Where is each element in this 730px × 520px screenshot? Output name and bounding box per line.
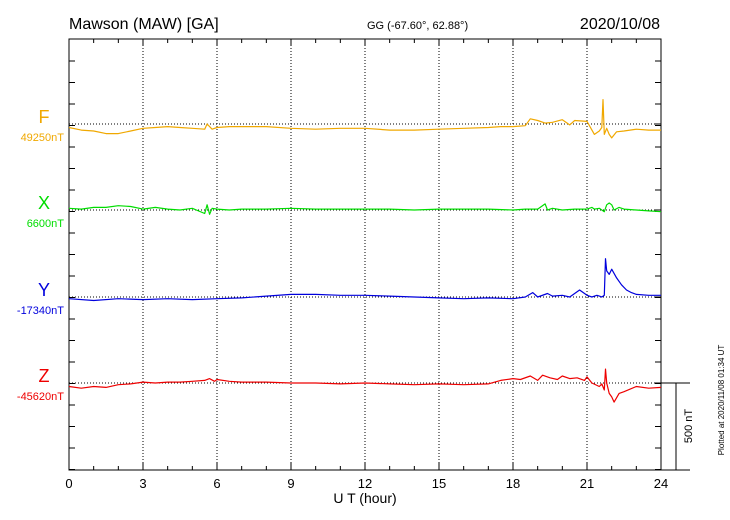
x-tick-label: 15 — [432, 476, 446, 491]
series-line-z — [68, 368, 662, 403]
x-tick-label: 21 — [580, 476, 594, 491]
series-line-x — [68, 202, 662, 215]
baselines — [69, 123, 661, 384]
series-name-y: Y — [38, 280, 50, 300]
baseline-value-z: -45620nT — [17, 391, 64, 403]
x-tick-label: 18 — [506, 476, 520, 491]
coordinates-label: GG (-67.60°, 62.88°) — [367, 20, 468, 32]
series-name-f: F — [39, 107, 50, 127]
series-name-x: X — [38, 193, 50, 213]
x-axis-label: U T (hour) — [333, 490, 396, 506]
x-tick-labels: 0 3 6 9 12 15 18 21 24 — [65, 476, 668, 491]
baseline-value-y: -17340nT — [17, 305, 64, 317]
x-tick-label: 0 — [65, 476, 72, 491]
series-name-z: Z — [39, 366, 50, 386]
series-line-y — [68, 258, 661, 302]
x-tick-label: 24 — [654, 476, 668, 491]
scale-bar — [661, 382, 690, 471]
vertical-grid — [142, 39, 588, 470]
scale-bar-label: 500 nT — [683, 409, 695, 444]
series-lines — [68, 98, 662, 403]
date-label: 2020/10/08 — [580, 16, 660, 33]
x-tick-label: 3 — [139, 476, 146, 491]
station-title: Mawson (MAW) [GA] — [69, 16, 219, 33]
x-tick-label: 6 — [213, 476, 220, 491]
baseline-value-f: 49250nT — [21, 132, 65, 144]
baseline-value-x: 6600nT — [27, 218, 65, 230]
plotted-at-note: Plotted at 2020/11/08 01:34 UT — [717, 345, 726, 456]
series-labels: F 49250nT X 6600nT Y -17340nT Z -45620nT — [17, 107, 64, 403]
x-tick-label: 12 — [358, 476, 372, 491]
series-line-f — [68, 98, 661, 139]
x-tick-label: 9 — [287, 476, 294, 491]
